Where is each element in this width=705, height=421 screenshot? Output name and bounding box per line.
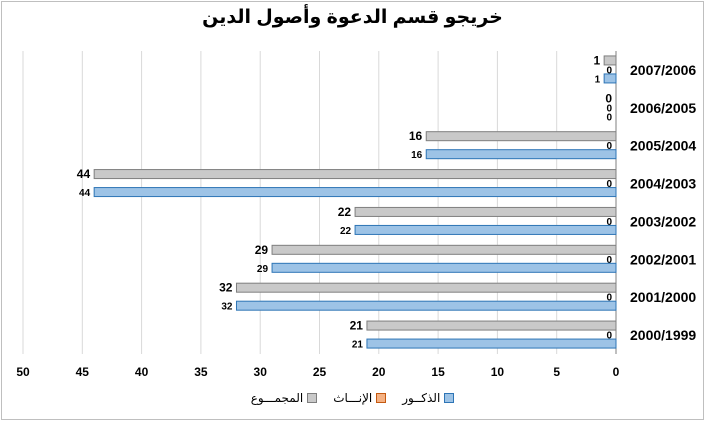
data-label: 0 — [606, 112, 612, 123]
category-label: 2006/2005 — [630, 100, 696, 116]
legend-label-females: الإنـــاث — [333, 391, 373, 405]
x-tick-label: 20 — [372, 365, 386, 379]
category-label: 2004/2003 — [630, 176, 696, 192]
x-tick-label: 35 — [194, 365, 208, 379]
legend-item-females: الإنـــاث — [333, 391, 387, 405]
category-label: 2000/1999 — [630, 327, 696, 343]
bar — [366, 338, 617, 349]
x-tick-label: 15 — [431, 365, 445, 379]
data-label: 21 — [352, 340, 364, 351]
category-label: 2001/2000 — [630, 289, 696, 305]
bar — [603, 55, 617, 66]
data-label: 0 — [606, 293, 612, 304]
data-label: 22 — [340, 226, 352, 237]
x-tick-label: 25 — [313, 365, 327, 379]
category-label: 2003/2002 — [630, 213, 696, 229]
data-label: 21 — [350, 319, 364, 333]
bar — [425, 149, 617, 160]
data-label: 0 — [606, 65, 612, 76]
legend-label-total: المجمـــوع — [250, 391, 304, 405]
legend-item-males: الذكــور — [402, 391, 455, 405]
data-label: 44 — [79, 188, 91, 199]
x-tick-label: 40 — [135, 365, 149, 379]
x-tick-label: 30 — [254, 365, 268, 379]
legend-swatch-total — [307, 393, 318, 403]
data-label: 32 — [221, 302, 233, 313]
data-label: 16 — [411, 150, 423, 161]
category-label: 2002/2001 — [630, 251, 696, 267]
category-label: 2007/2006 — [630, 62, 696, 78]
legend: الذكــور الإنـــاث المجمـــوع — [0, 391, 705, 405]
legend-swatch-females — [376, 393, 387, 403]
legend-label-males: الذكــور — [402, 391, 441, 405]
data-label: 29 — [257, 264, 269, 275]
bar — [93, 187, 617, 198]
x-tick-label: 10 — [491, 365, 505, 379]
chart-title: خريجو قسم الدعوة وأصول الدين — [202, 7, 503, 28]
bar — [603, 73, 617, 84]
data-label: 0 — [605, 91, 612, 105]
data-label: 22 — [338, 205, 352, 219]
data-label: 29 — [255, 243, 269, 257]
bar — [271, 262, 617, 273]
x-tick-label: 50 — [16, 365, 30, 379]
legend-swatch-males — [444, 393, 455, 403]
data-label: 16 — [409, 129, 423, 143]
data-label: 0 — [606, 103, 612, 114]
data-label: 0 — [606, 255, 612, 266]
x-tick-label: 0 — [613, 365, 620, 379]
data-label: 0 — [606, 179, 612, 190]
bar — [235, 300, 617, 311]
category-label: 2005/2004 — [630, 138, 696, 154]
x-tick-label: 5 — [553, 365, 560, 379]
bar — [425, 131, 617, 142]
bar — [366, 320, 617, 331]
data-label: 0 — [606, 331, 612, 342]
x-tick-label: 45 — [76, 365, 90, 379]
legend-item-total: المجمـــوع — [251, 391, 318, 405]
data-label: 1 — [593, 53, 600, 67]
bar — [354, 206, 617, 217]
bar — [271, 244, 617, 255]
data-label: 0 — [606, 217, 612, 228]
data-label: 0 — [606, 141, 612, 152]
bar — [235, 282, 617, 293]
data-label: 1 — [595, 74, 601, 85]
bar — [354, 224, 617, 235]
data-label: 44 — [77, 167, 91, 181]
data-label: 32 — [219, 281, 233, 295]
bar — [93, 169, 617, 180]
